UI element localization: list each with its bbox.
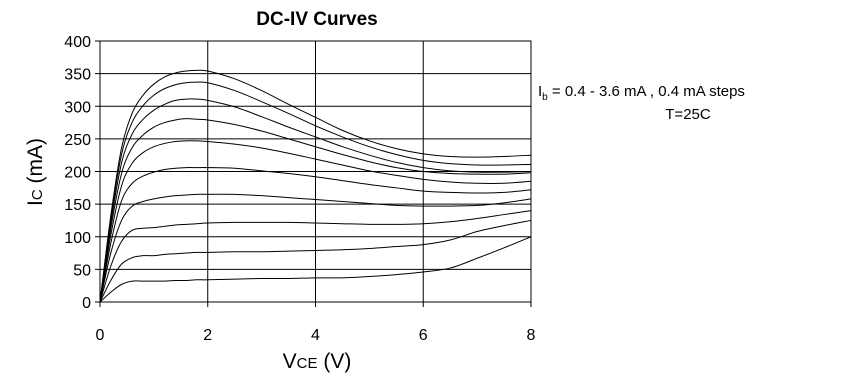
series-line-8: [99, 98, 532, 303]
y-tick-label: 150: [64, 197, 91, 214]
series-line-10: [99, 69, 532, 303]
series-line-2: [99, 219, 532, 303]
series-line-1: [99, 236, 532, 303]
y-tick-label: 400: [64, 34, 91, 51]
y-tick-label: 0: [82, 295, 91, 312]
y-tick-labels: 0 50 100 150 200 250 300 350 400: [64, 34, 91, 312]
x-tick-label: 4: [311, 327, 320, 344]
series-group: [99, 69, 532, 303]
series-line-3: [99, 210, 532, 303]
y-tick-label: 350: [64, 67, 91, 84]
x-tick-labels: 0 2 4 6 8: [96, 327, 536, 344]
x-tick-label: 8: [527, 327, 536, 344]
x-tick-label: 6: [419, 327, 428, 344]
y-tick-label: 300: [64, 99, 91, 116]
y-axis-label: IC (mA): [24, 138, 47, 206]
series-line-5: [99, 167, 532, 303]
chart-title: DC-IV Curves: [256, 9, 377, 30]
x-tick-label: 0: [96, 327, 105, 344]
y-tick-label: 250: [64, 132, 91, 149]
annotation-temp: T=25C: [665, 106, 711, 123]
series-line-7: [99, 118, 532, 303]
series-line-6: [99, 140, 532, 303]
y-tick-label: 50: [73, 262, 91, 279]
y-tick-label: 100: [64, 230, 91, 247]
series-line-9: [99, 81, 532, 303]
y-tick-label: 200: [64, 165, 91, 182]
plot-frame: [99, 40, 532, 303]
x-tick-label: 2: [203, 327, 212, 344]
series-line-4: [99, 193, 532, 303]
x-axis-label: VCE (V): [283, 350, 352, 373]
annotation-ib: Ib = 0.4 - 3.6 mA , 0.4 mA steps: [538, 83, 745, 103]
